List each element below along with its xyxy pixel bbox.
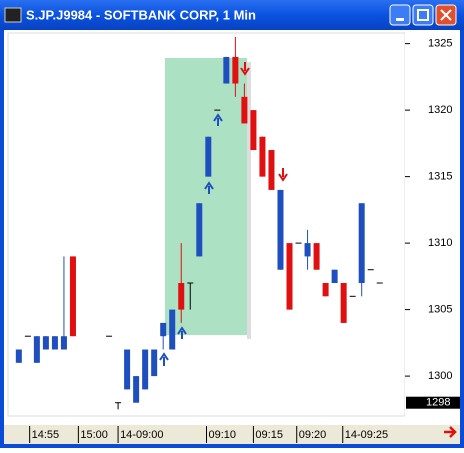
x-tick-label: 09:20 [299,429,327,441]
candle-body [223,56,230,84]
x-tick-label: 09:10 [209,429,237,441]
candle-body [196,203,203,257]
highlight-region [165,58,247,335]
x-tick-label: 14:55 [32,429,60,441]
scroll-arrow[interactable] [444,426,457,438]
candle-body [133,376,140,403]
candle-body [277,189,284,270]
x-tick-label: 15:00 [80,429,108,441]
candle-body [124,349,131,390]
candle-body [60,336,67,350]
candle-body [313,243,320,270]
signal-arrows [159,62,288,366]
candle-body [250,110,257,151]
x-tick-label: 14-09:00 [120,429,163,441]
buy-arrow [177,326,187,339]
x-tick-label: 14-09:25 [345,429,388,441]
sell-arrow [240,62,250,76]
y-tick-label: 1310 [428,237,452,249]
minimize-icon [396,18,404,21]
buy-arrow [204,181,214,194]
close-icon [440,9,452,21]
candle-body [268,150,275,190]
candle-body [205,136,212,177]
candle-body [178,283,185,310]
candle-body [358,203,365,284]
candle-body [169,309,176,350]
buy-arrow [159,352,169,366]
maximize-button[interactable] [412,4,434,26]
y-tick-label: 1315 [428,171,452,183]
candle-body [286,243,293,310]
candle-body [42,336,49,350]
candle-body [160,322,167,337]
y-tick-label: 1300 [428,370,452,382]
x-tick-label: 09:15 [255,429,283,441]
candle-body [232,56,239,84]
candle-body [151,349,158,377]
window-buttons[interactable] [389,4,457,26]
candle-body [15,349,22,363]
minimize-button[interactable] [389,4,411,26]
highlight-shadow [247,62,251,339]
window-title: S.JP.J9984 - SOFTBANK CORP, 1 Min [26,7,256,22]
buy-arrow [213,113,223,126]
title-bar [0,0,464,30]
candle-body [33,336,40,363]
candle-body [340,283,347,323]
y-tick-label: 1305 [428,304,452,316]
candle-body [69,256,76,337]
maximize-icon [417,9,429,21]
y-axis-strip [405,33,460,425]
candle-body [322,283,329,297]
app-icon [4,7,22,23]
candle-body [331,269,338,284]
candles [15,36,383,410]
candle-body [51,336,58,350]
candle-body [142,349,149,390]
candle-body [241,96,248,124]
last-price-box [406,396,460,409]
sell-arrow [278,168,288,182]
candle-body [259,136,266,177]
candle-body [304,243,311,257]
last-price-label: 1298 [426,397,450,409]
y-tick-label: 1325 [428,38,452,50]
y-tick-label: 1320 [428,104,452,116]
